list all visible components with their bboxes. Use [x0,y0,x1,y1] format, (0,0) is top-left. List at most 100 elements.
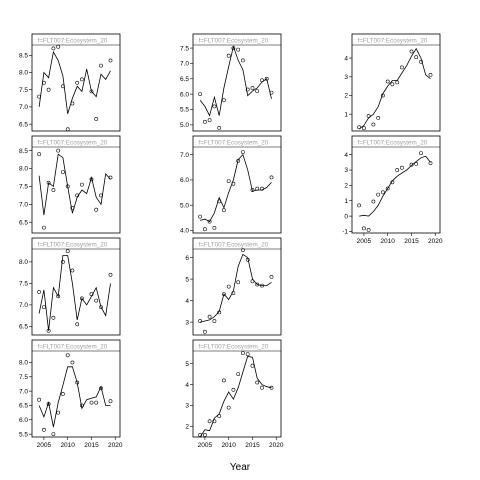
data-point [65,127,70,132]
data-point [80,182,84,187]
data-point [65,249,70,254]
data-point [380,190,385,195]
y-tick-label: 7.0 [19,388,28,395]
data-point [207,219,212,224]
data-point [51,432,56,437]
y-tick-label: 1 [344,198,348,205]
panel-grid: : f=FLT007:Ecosystem_206.57.07.58.08.5: … [19,33,443,449]
data-point [385,79,390,84]
data-point [198,214,203,219]
y-tick-label: 4 [185,298,189,305]
data-point [357,125,362,130]
data-point [269,385,274,390]
data-point [108,58,113,63]
y-tick-label: 5 [185,361,189,368]
data-point [269,274,274,279]
data-point [89,292,94,297]
panel-strip-label: : f=FLT007:Ecosystem_20 [34,242,108,249]
data-point [245,87,250,92]
data-point [51,188,56,192]
data-point [236,158,241,163]
data-point [80,77,84,82]
data-point [250,188,255,192]
data-point [236,372,241,377]
data-point [70,205,75,210]
y-tick-label: -1 [342,229,348,236]
data-point [75,322,80,327]
y-tick-label: 4.0 [180,228,189,235]
panel-r2c2: : f=FLT007:Ecosystem_20 4.0 5.0 6.0 7.0 [180,135,282,235]
data-point [371,199,376,204]
data-point [198,92,203,97]
y-tick-label: 4 [185,382,189,389]
data-point [236,47,241,52]
data-point [366,114,371,118]
data-point [46,328,51,333]
data-point [56,44,61,49]
y-tick-label: 8.5 [19,148,28,155]
data-point [245,257,250,262]
series-line [358,47,431,130]
panel-strip-label: : f=FLT007:Ecosystem_20 [354,38,428,45]
series-line [38,366,111,428]
y-tick-label: 7.0 [19,302,28,309]
data-point [245,352,250,357]
panel-r2c1: : f=FLT007:Ecosystem_20 6.5 7.0 7.5 8.0 8.5 [19,135,121,234]
data-point [361,126,366,131]
panel-r4c1: : f=FLT007:Ecosystem_20 5.5 6.0 6.5 7.0 7.5 8.… [19,339,123,449]
data-point [226,53,231,58]
y-tick-label: 7.0 [19,104,28,111]
y-tick-label: 6.0 [19,417,28,424]
series-line [199,45,272,117]
x-tick-label: 2020 [428,238,443,245]
y-tick-label: 7.5 [19,184,28,191]
series-line [38,50,111,114]
y-tick-label: 7.5 [19,87,28,94]
y-tick-label: 6.5 [19,219,28,226]
data-point [217,199,222,204]
data-point [99,386,103,391]
data-point [260,186,264,191]
y-tick-label: 8.0 [19,360,28,367]
panel-strip-label: : f=FLT007:Ecosystem_20 [195,344,269,351]
data-point [61,392,65,396]
x-tick-label: 2005 [37,442,52,449]
data-point [198,319,203,323]
y-tick-label: 5.0 [180,122,189,129]
data-point [89,89,94,94]
data-point [395,168,400,172]
data-point [240,351,245,356]
x-tick-label: 2010 [221,442,236,449]
y-tick-label: 7.5 [19,374,28,381]
data-point [207,314,212,319]
data-point [366,227,371,232]
data-point [108,399,113,404]
data-point [380,93,385,98]
y-tick-label: 8.5 [19,53,28,60]
data-point [65,353,70,358]
data-point [94,298,99,303]
data-point [428,73,433,77]
data-point [80,296,84,301]
data-point [260,78,264,83]
y-tick-label: 0 [344,213,348,220]
data-point [56,410,61,415]
panel-strip-label: : f=FLT007:Ecosystem_20 [195,140,269,147]
data-point [260,385,264,390]
data-point [236,280,241,285]
data-point [255,282,260,287]
panel-strip-label: : f=FLT007:Ecosystem_20 [195,38,269,45]
series-line [199,355,272,438]
panel-frame [192,135,282,234]
data-point [70,268,75,273]
data-point [61,170,65,175]
y-tick-label: 7.5 [180,45,189,52]
data-point [250,86,255,90]
data-point [89,177,94,182]
panel-frame [351,33,441,132]
y-tick-label: 6.5 [19,403,28,410]
y-tick-label: 3 [185,319,189,326]
panel-strip-label: : f=FLT007:Ecosystem_20 [195,242,269,249]
data-point [75,80,80,85]
data-point [212,319,217,323]
